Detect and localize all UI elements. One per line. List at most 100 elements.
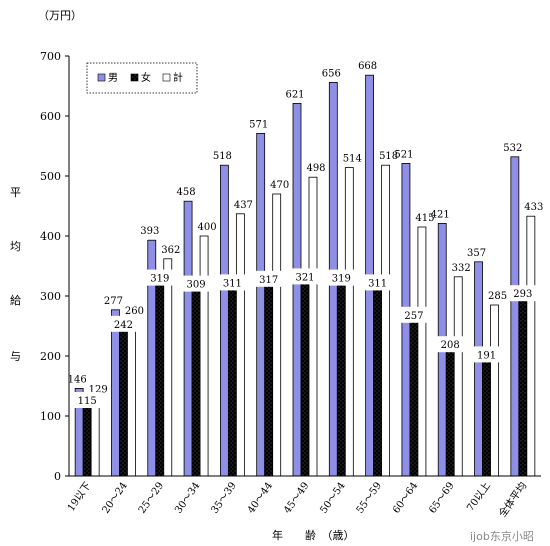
bar-female [445,350,455,477]
y-tick-label: 300 [40,290,61,303]
y-tick-label: 200 [40,350,61,363]
y-tick-label: 100 [40,410,61,423]
data-label-male: 277 [104,296,123,307]
data-label-total: 415 [415,213,434,224]
bar-male [111,309,120,477]
data-label-male: 656 [322,68,341,79]
y-tick-label: 400 [40,230,61,243]
legend: 男 女 計 [86,62,198,94]
x-tick-label: 20～24 [101,480,130,515]
data-label-total: 437 [234,200,253,211]
y-tick-label: 500 [40,170,61,183]
y-axis-title-char: 均 [10,240,21,253]
bar-female [373,288,383,477]
data-label-female-box [146,269,173,286]
bar-male [183,200,193,477]
x-tick-label: 25～29 [137,480,166,515]
x-tick-label: 40～44 [246,480,275,515]
data-label-total: 400 [198,222,217,233]
data-label-female-box [255,270,282,287]
x-tick-label: 55～59 [355,480,384,515]
y-tick-label: 700 [40,50,61,63]
bar-total [90,398,100,477]
data-label-female-box [110,315,137,332]
data-label-female-box [437,336,464,353]
data-label-female: 293 [513,289,532,300]
y-tick-label: 0 [54,470,61,483]
data-label-female-box [328,269,355,286]
legend-label-male: 男 [108,72,118,84]
bar-female [191,290,201,477]
y-axis-title: 平 均 給 与 [10,186,21,363]
bar-female [227,288,237,477]
bar-female [82,406,92,477]
legend-label-female: 女 [141,71,151,84]
x-axis-categories: 19以下 20～24 25～29 30～34 35～39 40～44 45～49 50～54 5… [66,479,529,519]
data-label-total: 332 [452,263,471,274]
bar-total [381,164,391,477]
data-label-total: 498 [306,163,325,174]
bar-total [490,304,499,477]
bar-female [300,282,310,477]
data-label-female-box [74,392,101,408]
bar-female [264,285,274,477]
bar-total [526,215,536,477]
data-label-total: 514 [343,154,362,165]
data-label-total: 470 [270,180,289,191]
data-label-male: 421 [431,209,450,220]
bar-total [308,176,318,477]
data-label-female: 319 [150,274,169,285]
bar-male [474,261,483,477]
data-label-female: 319 [332,274,351,285]
bar-total [453,276,463,477]
y-axis-title-char: 与 [10,350,21,363]
data-label-male: 458 [177,187,196,198]
legend-label-total: 計 [173,71,183,84]
x-axis-title: 年 齢 （歳） [272,528,355,542]
legend-swatch-total [162,73,171,82]
data-label-female: 311 [368,278,387,289]
bar-male [510,156,520,477]
x-tick-label: 50～54 [318,480,347,515]
x-tick-label: 30～34 [173,480,202,515]
data-label-female: 208 [441,340,460,351]
data-label-male: 357 [467,248,486,259]
legend-swatch-female [130,73,139,82]
data-label-total: 362 [161,245,180,256]
data-label-female-box [400,306,427,323]
bar-total [417,226,427,477]
legend-frame [86,62,198,94]
bar-total [127,319,136,477]
y-axis: 0 100 200 300 400 500 600 700 [40,50,69,483]
data-label-male: 393 [140,226,159,237]
data-label-female-box [473,346,500,363]
data-label-female-box [509,285,536,302]
bar-male [256,132,266,477]
bar-total [163,258,173,477]
x-tick-label: 60～64 [391,480,420,515]
data-label-female: 242 [114,320,133,331]
x-tick-label: 70以上 [464,480,493,514]
x-tick-label: 45～49 [282,480,311,515]
data-label-male: 571 [249,119,268,130]
bar-total [272,193,282,477]
x-tick-label: 19以下 [66,480,94,513]
data-label-total: 260 [125,306,144,317]
data-label-total: 285 [488,291,507,302]
y-tick-label: 600 [40,110,61,123]
data-label-female-box [364,274,391,291]
data-label-female: 115 [78,396,97,407]
y-axis-title-char: 給 [10,293,21,307]
data-label-female: 257 [404,311,423,322]
bar-female [409,321,419,477]
data-label-female: 191 [477,350,496,361]
data-label-total: 129 [89,385,108,396]
data-label-total: 518 [379,151,398,162]
bar-female [155,284,165,477]
data-label-female-box [183,275,210,292]
y-axis-title-char: 平 [10,186,21,199]
bar-female [336,284,346,477]
bar-male [292,103,302,477]
